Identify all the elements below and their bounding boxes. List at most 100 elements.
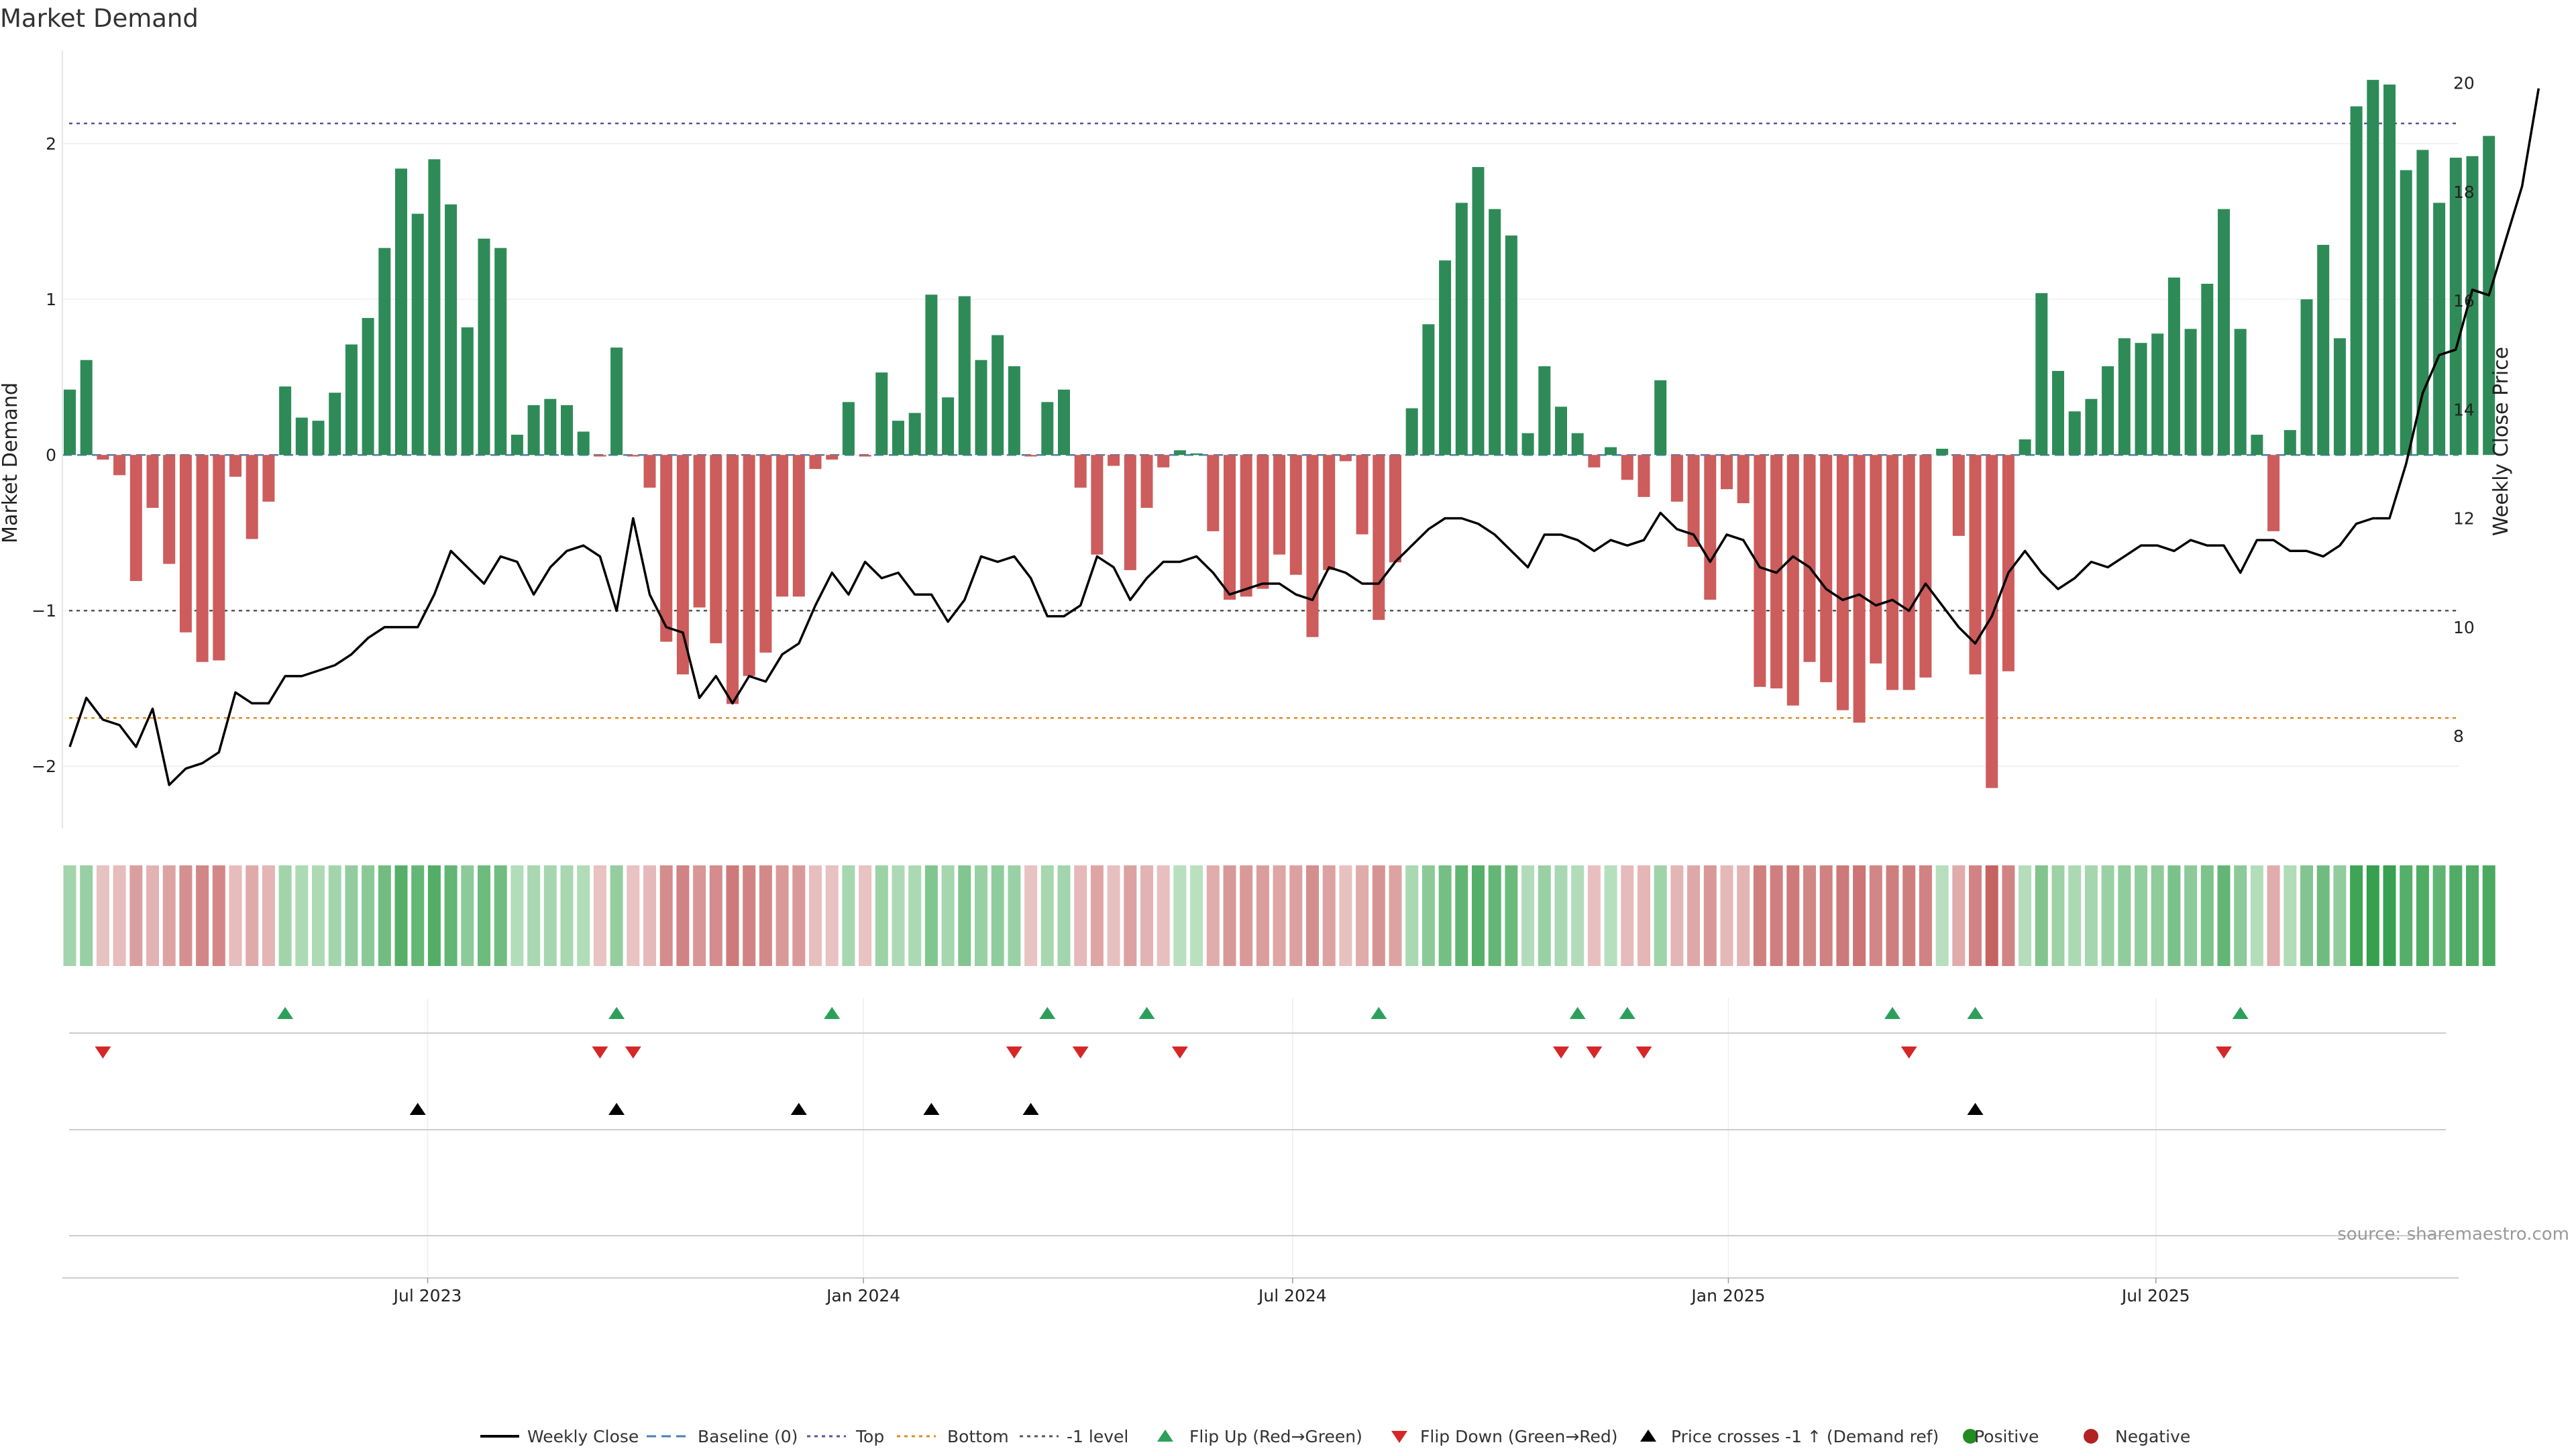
demand-bar: [925, 294, 938, 455]
heatmap-cell: [1587, 865, 1601, 966]
demand-bar: [461, 327, 474, 455]
heatmap-cell: [693, 865, 706, 966]
y2-tick-label: 10: [2453, 618, 2475, 637]
demand-bar: [2449, 158, 2462, 455]
legend-label: Flip Up (Red→Green): [1189, 1427, 1362, 1446]
heatmap-cell: [577, 865, 590, 966]
heatmap-cell: [2118, 865, 2131, 966]
y2-tick-label: 16: [2453, 291, 2475, 311]
demand-bar: [1289, 455, 1302, 575]
demand-bar: [1074, 455, 1087, 488]
heatmap-cell: [643, 865, 656, 966]
legend-label: Positive: [1974, 1427, 2039, 1446]
legend-label: Top: [855, 1427, 884, 1446]
heatmap-cell: [1919, 865, 1932, 966]
heatmap-cell: [2234, 865, 2247, 966]
demand-bar: [1621, 455, 1633, 480]
demand-bar: [1207, 455, 1220, 531]
demand-bar: [1455, 203, 1468, 455]
demand-bar: [1571, 433, 1584, 455]
heatmap-cell: [1074, 865, 1087, 966]
heatmap-cell: [908, 865, 922, 966]
demand-bar: [163, 455, 176, 564]
demand-bar: [1190, 453, 1203, 455]
legend-label: Weekly Close: [527, 1427, 639, 1446]
demand-bar: [875, 372, 888, 455]
demand-bar: [2466, 156, 2479, 455]
heatmap-cell: [113, 865, 126, 966]
heatmap-cell: [2151, 865, 2164, 966]
demand-bar: [511, 435, 523, 455]
demand-bar: [610, 347, 623, 455]
flip-up-marker: [1371, 1007, 1387, 1019]
demand-bar: [1389, 455, 1401, 563]
demand-bar: [1373, 455, 1385, 621]
heatmap-cell: [1090, 865, 1104, 966]
demand-bar: [2035, 292, 2048, 455]
demand-bar: [97, 455, 109, 460]
heatmap-cell: [80, 865, 93, 966]
heatmap-cell: [2035, 865, 2048, 966]
heatmap-cell: [328, 865, 341, 966]
heatmap-cell: [2051, 865, 2065, 966]
demand-bar: [113, 455, 126, 476]
demand-bar: [1521, 433, 1534, 455]
heatmap-cell: [659, 865, 673, 966]
heatmap-cell: [2200, 865, 2214, 966]
heatmap-cell: [792, 865, 806, 966]
heatmap-cell: [1521, 865, 1535, 966]
demand-bar: [1489, 209, 1501, 455]
heatmap-cell: [394, 865, 408, 966]
heatmap-cell: [2019, 865, 2032, 966]
heatmap-cell: [478, 865, 490, 966]
demand-bar: [2052, 370, 2064, 455]
y-tick-label: −1: [32, 601, 56, 621]
demand-bar: [411, 213, 424, 455]
demand-bar: [1870, 455, 1882, 664]
heatmap-cell: [494, 865, 507, 966]
demand-bar: [1919, 455, 1932, 678]
heatmap-cell: [743, 865, 756, 966]
heatmap-cell: [726, 865, 739, 966]
demand-bar: [1472, 167, 1485, 455]
demand-bar: [2102, 366, 2114, 455]
heatmap-cell: [1157, 865, 1170, 966]
demand-bar: [1638, 455, 1650, 497]
heatmap-cell: [129, 865, 143, 966]
flip-up-marker: [1967, 1007, 1984, 1019]
heatmap-cell: [2250, 865, 2263, 966]
demand-bar: [2118, 338, 2131, 455]
demand-bar: [2433, 203, 2446, 455]
heatmap-cell: [991, 865, 1004, 966]
heatmap-cell: [278, 865, 292, 966]
demand-bar: [2300, 299, 2313, 455]
heatmap-cell: [2466, 865, 2479, 966]
heatmap-cell: [2350, 865, 2363, 966]
heatmap-cell: [1505, 865, 1518, 966]
heatmap-cell: [610, 865, 623, 966]
heatmap-cell: [1057, 865, 1071, 966]
heatmap-cell: [1024, 865, 1038, 966]
demand-bar: [64, 389, 76, 455]
heatmap-cell: [1206, 865, 1220, 966]
heatmap-cell: [676, 865, 690, 966]
demand-bar: [2416, 150, 2429, 455]
y-tick-label: 1: [46, 290, 56, 309]
demand-bar: [842, 402, 855, 455]
heatmap-cell: [1687, 865, 1701, 966]
heatmap-cell: [1952, 865, 1966, 966]
legend-swatch: [1640, 1430, 1656, 1442]
legend-label: Baseline (0): [698, 1427, 798, 1446]
demand-bars: [64, 80, 2496, 788]
heatmap-cell: [444, 865, 458, 966]
heatmap-cell: [1853, 865, 1866, 966]
demand-bar: [1173, 450, 1186, 455]
heatmap-cell: [295, 865, 309, 966]
heatmap-cell: [196, 865, 209, 966]
demand-bar: [196, 455, 209, 662]
demand-bar: [527, 405, 540, 455]
demand-bar: [1273, 455, 1286, 555]
heatmap-cell: [941, 865, 955, 966]
flip-down-marker: [95, 1046, 111, 1059]
